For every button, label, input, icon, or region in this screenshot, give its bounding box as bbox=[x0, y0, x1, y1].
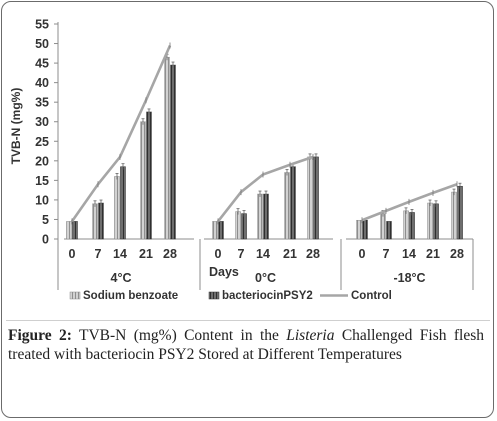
bar-sodium-benzoate bbox=[403, 210, 409, 240]
y-tick-label: 50 bbox=[35, 37, 49, 51]
bar-sodium-benzoate bbox=[380, 213, 386, 240]
legend-label-sodium-benzoate: Sodium benzoate bbox=[83, 290, 178, 302]
tvbn-chart: 0 5 10 15 20 25 30 35 40 45 50 55 TVB-N (mg%) 0 7 14 21 2… bbox=[9, 18, 474, 302]
x-tick-label: 7 bbox=[238, 247, 245, 261]
legend-swatch-bacteriocin bbox=[208, 291, 220, 300]
group-label: 0°C bbox=[255, 271, 276, 285]
x-tick-label: 21 bbox=[139, 247, 153, 261]
bar-bacteriocin bbox=[313, 156, 319, 240]
bar-bacteriocin bbox=[120, 166, 126, 240]
y-tick-label: 20 bbox=[35, 154, 49, 168]
bar-bacteriocin bbox=[72, 221, 78, 240]
x-tick-label: 28 bbox=[306, 247, 320, 261]
y-tick-label: 35 bbox=[35, 96, 49, 110]
bar-sodium-benzoate bbox=[284, 172, 290, 240]
x-tick-label: 14 bbox=[402, 247, 416, 261]
x-tick-label: 21 bbox=[426, 247, 440, 261]
bar-sodium-benzoate bbox=[212, 221, 218, 240]
bar-bacteriocin bbox=[98, 202, 104, 240]
bar-bacteriocin bbox=[170, 64, 176, 240]
bar-sodium-benzoate bbox=[427, 202, 433, 240]
bar-sodium-benzoate bbox=[164, 56, 170, 240]
x-tick-label: 0 bbox=[69, 247, 76, 261]
caption-divider bbox=[6, 320, 490, 321]
bar-bacteriocin bbox=[218, 221, 224, 240]
figure-label: Figure 2: bbox=[8, 327, 72, 344]
y-tick-label: 55 bbox=[35, 18, 49, 32]
bar-sodium-benzoate bbox=[451, 191, 457, 240]
y-tick-label: 45 bbox=[35, 57, 49, 71]
x-tick-label: 28 bbox=[163, 247, 177, 261]
group-label: -18°C bbox=[393, 271, 425, 285]
bar-bacteriocin bbox=[290, 166, 296, 240]
caption-text-after: Challenged Fish flesh treated with bacte… bbox=[8, 327, 484, 363]
y-tick-label: 25 bbox=[35, 135, 49, 149]
caption-italic: Listeria bbox=[286, 327, 335, 344]
bar-bacteriocin bbox=[386, 221, 392, 240]
legend-label-bacteriocin: bacteriocinPSY2 bbox=[222, 290, 313, 302]
y-tick-label: 0 bbox=[42, 233, 49, 247]
bar-bacteriocin bbox=[263, 193, 269, 240]
y-tick-label: 40 bbox=[35, 76, 49, 90]
y-tick-label: 10 bbox=[35, 193, 49, 207]
y-axis-title: TVB-N (mg%) bbox=[9, 88, 23, 165]
group-label: 4°C bbox=[111, 271, 132, 285]
legend-swatch-sodium-benzoate bbox=[69, 291, 81, 300]
bar-sodium-benzoate bbox=[307, 156, 313, 240]
bar-bacteriocin bbox=[146, 111, 152, 240]
x-tick-label: 7 bbox=[95, 247, 102, 261]
bar-sodium-benzoate bbox=[235, 211, 241, 240]
days-label: Days bbox=[209, 265, 239, 279]
bar-sodium-benzoate bbox=[114, 176, 120, 240]
caption-text-before: TVB-N (mg%) Content in the bbox=[78, 327, 279, 344]
bar-sodium-benzoate bbox=[66, 221, 72, 240]
x-tick-label: 0 bbox=[359, 247, 366, 261]
y-tick-label: 15 bbox=[35, 174, 49, 188]
figure-caption: Figure 2: TVB-N (mg%) Content in the Lis… bbox=[8, 326, 484, 364]
bar-bacteriocin bbox=[241, 213, 247, 240]
x-tick-label: 14 bbox=[113, 247, 127, 261]
legend-label-control: Control bbox=[351, 290, 392, 302]
y-tick-label: 5 bbox=[42, 213, 49, 227]
bar-sodium-benzoate bbox=[356, 219, 362, 240]
x-tick-label: 7 bbox=[383, 247, 390, 261]
bar-bacteriocin bbox=[433, 203, 439, 240]
bar-bacteriocin bbox=[409, 212, 415, 240]
bar-bacteriocin bbox=[457, 185, 463, 240]
bar-sodium-benzoate bbox=[257, 193, 263, 240]
y-tick-label: 30 bbox=[35, 115, 49, 129]
x-tick-label: 0 bbox=[215, 247, 222, 261]
x-tick-label: 28 bbox=[450, 247, 464, 261]
bar-sodium-benzoate bbox=[140, 121, 146, 240]
x-tick-label: 14 bbox=[256, 247, 270, 261]
bar-sodium-benzoate bbox=[92, 203, 98, 240]
bar-bacteriocin bbox=[362, 219, 368, 240]
x-tick-label: 21 bbox=[283, 247, 297, 261]
